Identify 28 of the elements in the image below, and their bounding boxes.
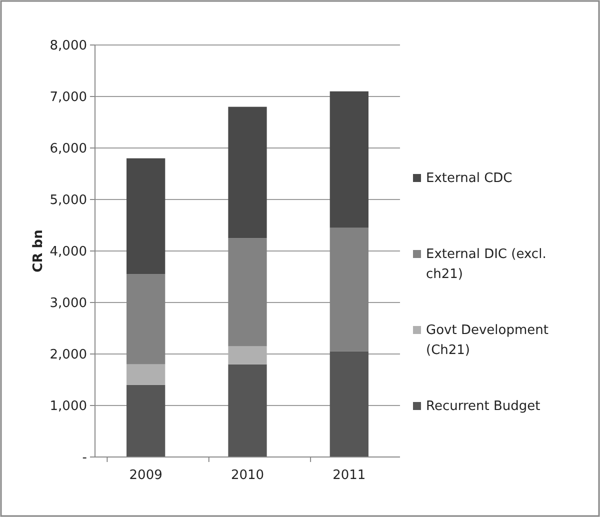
x-tick-label: 2011 (332, 468, 366, 483)
bar (126, 364, 166, 385)
x-tick-label: 2009 (129, 468, 162, 483)
x-tick-label: 2010 (230, 468, 264, 483)
bar (228, 238, 267, 346)
bar (330, 351, 368, 457)
bar (126, 158, 166, 274)
bar (228, 346, 267, 364)
bar (330, 91, 368, 228)
y-tick-label: 1,000 (50, 399, 87, 414)
y-tick-label: 7,000 (50, 90, 87, 106)
bar (126, 384, 166, 457)
bar (228, 364, 267, 457)
legend-label: Govt Development (Ch21) (426, 323, 548, 358)
bar (228, 106, 267, 238)
legend-label: Recurrent Budget (426, 399, 540, 414)
y-tick-label: 4,000 (50, 244, 87, 260)
legend-label: External DIC (excl. ch21) (426, 247, 546, 282)
bar (330, 228, 368, 352)
bar (126, 274, 166, 364)
y-tick-label: 8,000 (50, 38, 87, 54)
legend-label: External CDC (426, 171, 512, 186)
y-tick-label: 3,000 (50, 296, 87, 312)
y-tick-label: 6,000 (50, 142, 87, 157)
y-tick-label: - (82, 450, 88, 466)
y-tick-label: 5,000 (50, 193, 87, 208)
y-tick-label: 2,000 (50, 348, 87, 363)
y-axis-title: CR bn (31, 230, 46, 272)
